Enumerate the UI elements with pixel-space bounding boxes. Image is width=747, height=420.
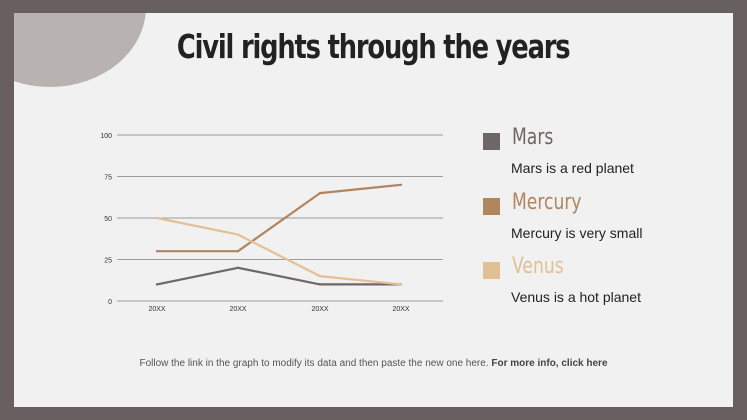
legend-swatch-mars [483, 133, 500, 150]
series-line-mercury [157, 183, 402, 253]
legend-desc-venus: Venus is a hot planet [511, 289, 641, 305]
series-line-mars [156, 266, 401, 286]
data-point-venus [318, 274, 322, 278]
legend-desc-mercury: Mercury is very small [511, 225, 643, 241]
x-tick-label: 20XX [148, 306, 165, 313]
y-axis-ticks: 0 25 50 75 100 [100, 133, 112, 306]
legend-name-mars: Mars [512, 125, 554, 150]
data-point-mercury [236, 250, 240, 253]
x-tick-label: 20XX [311, 306, 328, 313]
y-tick-label: 50 [104, 216, 112, 223]
series-line-venus [156, 216, 402, 286]
page-title: Civil rights through the years [176, 27, 571, 66]
footer-note: Follow the link in the graph to modify i… [0, 358, 747, 369]
footer-text: Follow the link in the graph to modify i… [139, 358, 489, 369]
x-tick-label: 20XX [229, 306, 246, 313]
legend-name-mercury: Mercury [512, 190, 582, 215]
legend-swatch-venus [483, 262, 500, 279]
y-tick-label: 0 [108, 299, 112, 306]
y-tick-label: 75 [104, 175, 112, 182]
data-point-mars [236, 266, 240, 269]
chart-grid [117, 134, 443, 302]
x-axis-ticks: 20XX 20XX 20XX 20XX [148, 306, 409, 313]
y-tick-label: 100 [100, 133, 112, 140]
data-point-mercury [155, 250, 159, 253]
x-tick-label: 20XX [392, 306, 409, 313]
data-point-venus [236, 233, 240, 236]
chart-series [155, 183, 403, 286]
data-point-venus [399, 283, 403, 286]
y-tick-label: 25 [104, 258, 112, 265]
data-point-mercury [399, 183, 403, 186]
legend-swatch-mercury [483, 198, 500, 215]
slide [14, 13, 733, 407]
data-point-mars [318, 283, 322, 286]
data-point-venus [155, 216, 159, 220]
legend-desc-mars: Mars is a red planet [511, 160, 634, 176]
legend-name-venus: Venus [512, 254, 564, 279]
data-point-mars [155, 283, 159, 286]
more-info-link[interactable]: For more info, click here [491, 358, 608, 369]
data-point-mercury [318, 191, 322, 195]
